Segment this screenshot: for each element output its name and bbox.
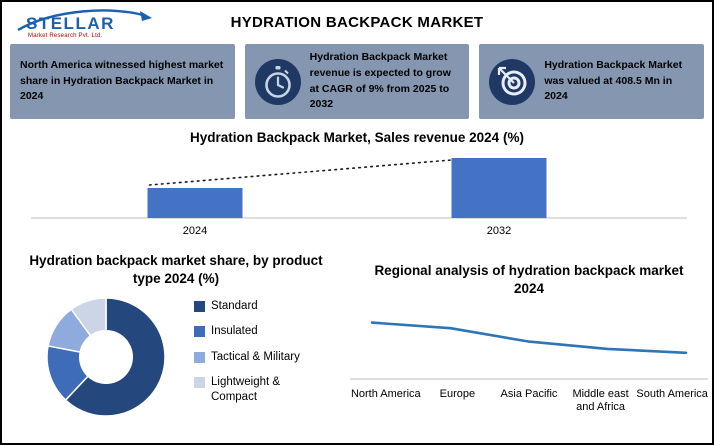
legend-label: Lightweight & Compact: [211, 376, 281, 403]
target-icon: [489, 58, 536, 105]
product-type-section: Hydration backpack market share, by prod…: [10, 252, 342, 419]
info-card-cagr: Hydration Backpack Market revenue is exp…: [244, 44, 470, 119]
logo-swoosh-icon: [17, 9, 152, 32]
x-label-north-america: North America: [350, 388, 421, 401]
legend-item-insulated: Insulated: [194, 324, 315, 338]
x-label-asia-pacific: Asia Pacific: [500, 388, 558, 401]
info-card-north-america: North America witnessed highest market s…: [10, 44, 235, 119]
logo-brand: STELLAR: [26, 14, 115, 33]
info-cards-row: North America witnessed highest market s…: [10, 44, 705, 119]
sales-revenue-bar-chart: 2024 2032: [31, 158, 687, 237]
legend-item-standard: Standard: [194, 299, 315, 313]
page-title: HYDRATION BACKPACK MARKET: [230, 14, 484, 31]
legend-item-tactical-military: Tactical & Military: [194, 350, 315, 364]
regional-analysis-section: Regional analysis of hydration backpack …: [350, 262, 708, 414]
svg-text:2024: 2024: [183, 225, 207, 237]
svg-text:2032: 2032: [487, 225, 511, 237]
stopwatch-icon: [254, 58, 301, 105]
x-label-europe: Europe: [439, 388, 476, 401]
legend-swatch: [194, 377, 205, 389]
legend-swatch: [194, 301, 205, 313]
regional-line-chart: [350, 321, 708, 380]
x-label-middle-east-africa: Middle east and Africa: [572, 388, 629, 414]
legend-swatch: [194, 326, 205, 338]
legend-swatch: [194, 351, 205, 363]
info-card-text: North America witnessed highest market s…: [20, 58, 224, 103]
logo-tagline: Market Research Pvt. Ltd.: [28, 33, 103, 39]
x-label-south-america: South America: [636, 388, 708, 401]
line-chart-title: Regional analysis of hydration backpack …: [374, 263, 684, 296]
stellar-logo: STELLAR Market Research Pvt. Ltd.: [12, 4, 164, 42]
info-card-text: Hydration Backpack Market was valued at …: [544, 58, 683, 103]
legend-label: Insulated: [211, 325, 258, 338]
legend-item-lightweight-compact: Lightweight & Compact: [194, 375, 315, 404]
donut-chart-title: Hydration backpack market share, by prod…: [29, 253, 323, 286]
legend-label: Tactical & Military: [211, 350, 300, 363]
line-chart-x-labels: North America Europe Asia Pacific Middle…: [350, 388, 708, 414]
info-card-valuation: Hydration Backpack Market was valued at …: [479, 44, 705, 119]
bar-chart-title: Hydration Backpack Market, Sales revenue…: [190, 130, 524, 145]
legend-label: Standard: [211, 300, 258, 313]
info-card-text: Hydration Backpack Market revenue is exp…: [309, 51, 451, 111]
donut-legend: Standard Insulated Tactical & Military L…: [194, 299, 315, 419]
product-type-donut-chart: [46, 297, 166, 417]
